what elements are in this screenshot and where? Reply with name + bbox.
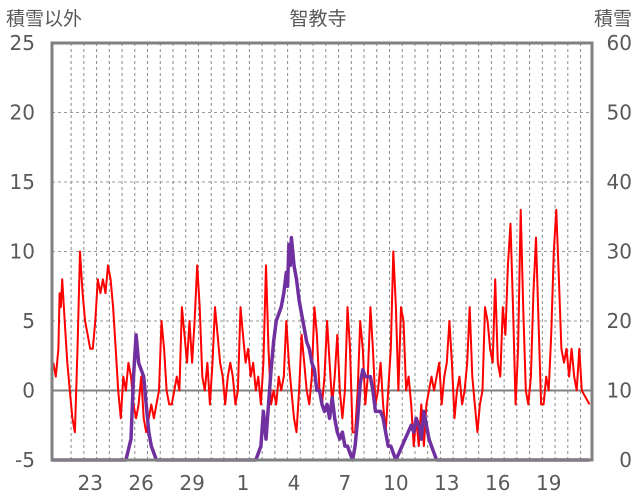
right-tick-label: 20 [607, 309, 632, 333]
left-tick-label: 10 [10, 240, 35, 264]
right-tick-label: 60 [607, 31, 632, 55]
right-tick-label: 0 [619, 448, 632, 472]
left-axis-ticks: 25 20 15 10 5 0 -5 [10, 31, 35, 472]
x-tick-label: 16 [485, 471, 510, 495]
right-tick-label: 10 [607, 379, 632, 403]
x-tick-label: 4 [288, 471, 301, 495]
left-axis-title: 積雪以外 [6, 8, 82, 30]
x-tick-label: 10 [383, 471, 408, 495]
right-tick-label: 50 [607, 101, 632, 125]
x-tick-label: 26 [128, 471, 153, 495]
left-tick-label: 20 [10, 101, 35, 125]
left-tick-label: 25 [10, 31, 35, 55]
right-tick-label: 30 [607, 240, 632, 264]
right-axis-ticks: 60 50 40 30 20 10 0 [607, 31, 632, 472]
left-tick-label: 5 [22, 309, 35, 333]
x-tick-label: 29 [179, 471, 204, 495]
x-tick-label: 19 [536, 471, 561, 495]
chart-title: 智教寺 [289, 8, 346, 30]
x-axis-ticks: 23 26 29 1 4 7 10 13 16 19 [77, 471, 561, 495]
x-tick-label: 7 [339, 471, 352, 495]
plot-frame [50, 41, 594, 462]
left-tick-label: -5 [15, 448, 35, 472]
left-tick-label: 15 [10, 170, 35, 194]
series-line-left [52, 208, 591, 448]
x-tick-label: 23 [77, 471, 102, 495]
right-tick-label: 40 [607, 170, 632, 194]
right-axis-title: 積雪 [594, 8, 632, 30]
left-tick-label: 0 [22, 379, 35, 403]
x-tick-label: 13 [434, 471, 459, 495]
x-tick-label: 1 [237, 471, 250, 495]
